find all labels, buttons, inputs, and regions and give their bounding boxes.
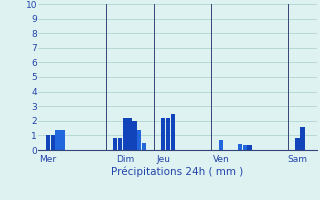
Bar [55,130,60,150]
Bar [243,145,247,150]
Bar [60,130,65,150]
Bar [137,130,141,150]
Bar [295,138,300,150]
Bar [142,143,146,150]
Bar [300,127,305,150]
X-axis label: Précipitations 24h ( mm ): Précipitations 24h ( mm ) [111,167,244,177]
Bar [166,118,170,150]
Bar [51,135,55,150]
Bar [118,138,122,150]
Bar [161,118,165,150]
Bar [171,114,175,150]
Bar [238,144,242,150]
Bar [46,135,50,150]
Bar [132,121,137,150]
Bar [123,118,127,150]
Bar [113,138,117,150]
Bar [127,118,132,150]
Bar [219,140,223,150]
Bar [247,145,252,150]
